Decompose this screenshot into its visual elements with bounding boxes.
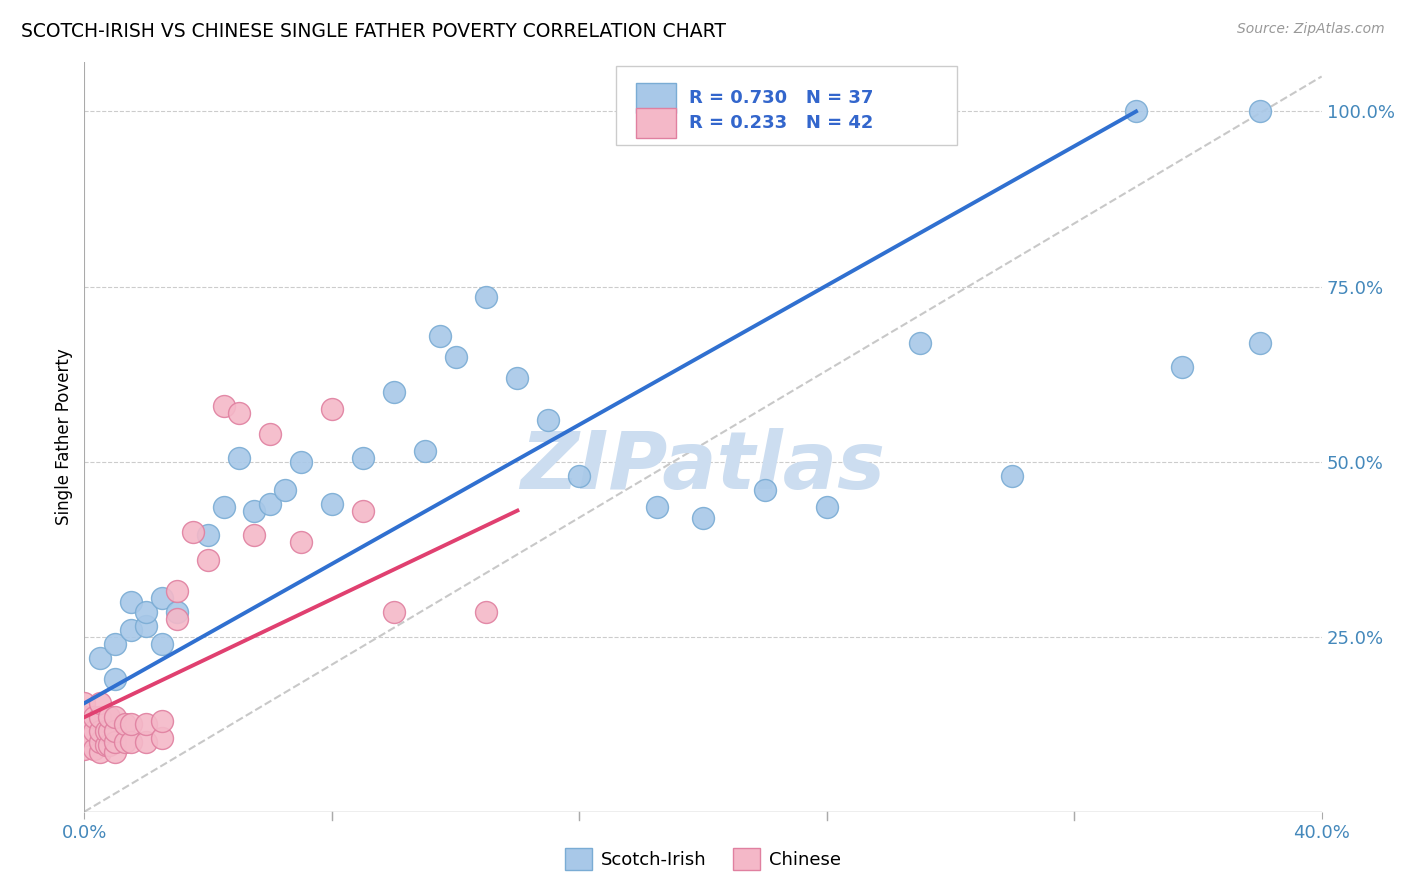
Point: [73, 741, 96, 756]
Point: [120, 717, 142, 731]
Point: [98, 724, 121, 739]
Point: [475, 290, 498, 304]
Point: [1249, 104, 1271, 119]
Point: [150, 591, 173, 606]
Point: [197, 552, 219, 566]
Point: [135, 717, 157, 731]
Point: [104, 734, 127, 748]
Point: [89, 745, 111, 759]
Point: [754, 483, 776, 497]
Point: [120, 594, 142, 608]
Point: [150, 714, 173, 728]
Point: [1249, 335, 1271, 350]
Point: [645, 500, 668, 515]
Point: [259, 497, 281, 511]
Point: [382, 384, 405, 399]
Point: [89, 724, 111, 739]
Point: [537, 412, 560, 426]
Point: [166, 612, 188, 626]
Point: [243, 503, 266, 517]
Point: [1001, 468, 1024, 483]
Point: [89, 650, 111, 665]
Point: [150, 637, 173, 651]
Point: [94, 724, 117, 739]
Point: [114, 734, 136, 748]
Legend: Scotch-Irish, Chinese: Scotch-Irish, Chinese: [557, 841, 849, 878]
Point: [73, 710, 96, 724]
Point: [228, 406, 250, 420]
Point: [104, 637, 127, 651]
Point: [89, 710, 111, 724]
Point: [1125, 104, 1147, 119]
FancyBboxPatch shape: [616, 66, 956, 145]
Point: [166, 584, 188, 599]
Point: [352, 451, 374, 466]
Point: [98, 710, 121, 724]
Point: [73, 728, 96, 742]
Point: [321, 497, 343, 511]
Point: [352, 503, 374, 517]
Point: [135, 605, 157, 619]
Point: [1171, 359, 1194, 374]
Text: R = 0.233   N = 42: R = 0.233 N = 42: [689, 114, 873, 132]
Text: R = 0.730   N = 37: R = 0.730 N = 37: [689, 89, 873, 107]
Point: [382, 605, 405, 619]
Point: [429, 328, 451, 343]
Point: [815, 500, 838, 515]
Point: [73, 696, 96, 710]
Point: [120, 734, 142, 748]
Point: [114, 717, 136, 731]
Point: [89, 696, 111, 710]
Point: [181, 524, 204, 539]
Point: [290, 454, 312, 468]
Point: [274, 483, 297, 497]
Point: [568, 468, 591, 483]
Text: SCOTCH-IRISH VS CHINESE SINGLE FATHER POVERTY CORRELATION CHART: SCOTCH-IRISH VS CHINESE SINGLE FATHER PO…: [21, 22, 725, 41]
Point: [475, 605, 498, 619]
Point: [692, 510, 714, 524]
Point: [83, 741, 105, 756]
Point: [444, 350, 467, 364]
Point: [908, 335, 931, 350]
Point: [290, 535, 312, 549]
Point: [166, 605, 188, 619]
Point: [104, 745, 127, 759]
Y-axis label: Single Father Poverty: Single Father Poverty: [55, 349, 73, 525]
Point: [259, 426, 281, 441]
Point: [104, 724, 127, 739]
Point: [243, 528, 266, 542]
Point: [135, 734, 157, 748]
Point: [104, 672, 127, 686]
Point: [212, 500, 235, 515]
Text: ZIPatlas: ZIPatlas: [520, 428, 886, 506]
FancyBboxPatch shape: [636, 84, 676, 113]
Point: [228, 451, 250, 466]
Text: Source: ZipAtlas.com: Source: ZipAtlas.com: [1237, 22, 1385, 37]
FancyBboxPatch shape: [636, 108, 676, 138]
Point: [506, 370, 529, 384]
Point: [413, 444, 436, 458]
Point: [83, 724, 105, 739]
Point: [94, 738, 117, 752]
Point: [120, 623, 142, 637]
Point: [321, 402, 343, 417]
Point: [197, 528, 219, 542]
Point: [135, 619, 157, 633]
Point: [212, 399, 235, 413]
Point: [98, 738, 121, 752]
Point: [104, 710, 127, 724]
Point: [83, 710, 105, 724]
Point: [89, 734, 111, 748]
Point: [150, 731, 173, 746]
